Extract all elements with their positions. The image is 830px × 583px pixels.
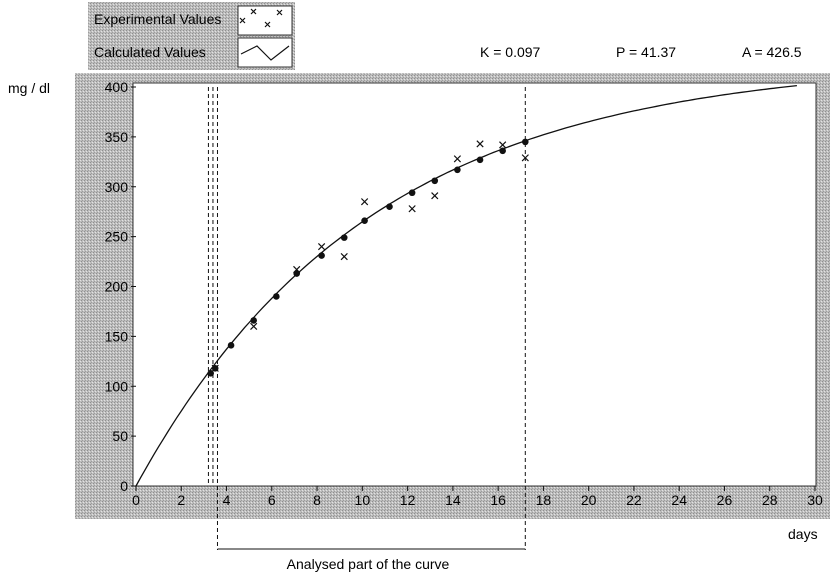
calculated-values-curve <box>135 84 797 487</box>
y-tick-label: 150 <box>105 328 129 344</box>
legend-swatch-experimental <box>237 5 293 36</box>
experimental-value-point <box>521 154 529 162</box>
legend-label-calculated: Calculated Values <box>94 44 206 60</box>
y-tick-label: 300 <box>105 179 129 195</box>
parameter-a: A = 426.5 <box>742 44 802 60</box>
x-tick-label: 8 <box>313 492 321 508</box>
experimental-value-point <box>499 141 507 149</box>
calculated-value-point <box>361 217 368 224</box>
legend: Experimental Values Calculated Values <box>94 5 293 68</box>
calculated-value-point <box>431 177 439 185</box>
parameter-p: P = 41.37 <box>616 44 676 60</box>
y-tick-label: 350 <box>105 129 129 145</box>
calculated-value-point <box>476 156 484 164</box>
x-axis-label: days <box>788 526 818 542</box>
experimental-value-point <box>317 242 326 251</box>
x-tick-label: 22 <box>626 492 642 508</box>
y-tick-label: 0 <box>120 478 128 494</box>
calculated-value-point <box>521 138 529 146</box>
y-tick-label: 250 <box>105 229 129 245</box>
calculated-value-point <box>499 147 506 155</box>
calculated-value-point <box>207 369 214 377</box>
y-axis-label: mg / dl <box>8 80 50 96</box>
experimental-value-point <box>250 322 258 331</box>
x-tick-label: 0 <box>132 492 140 508</box>
x-tick-label: 20 <box>581 492 597 508</box>
y-tick-label: 400 <box>105 79 129 95</box>
parameter-k: K = 0.097 <box>480 44 541 60</box>
analysis-range-label: Analysed part of the curve <box>287 556 450 572</box>
y-tick-label: 100 <box>105 378 129 394</box>
series-layer <box>135 84 797 487</box>
legend-cross-markers <box>239 8 283 28</box>
calculated-value-point <box>273 293 280 300</box>
x-tick-label: 26 <box>717 492 733 508</box>
x-tick-label: 14 <box>445 492 461 508</box>
experimental-value-point <box>476 140 484 148</box>
experimental-value-point <box>340 252 348 261</box>
calculated-value-point <box>408 189 416 197</box>
calculated-value-point <box>293 270 300 277</box>
experimental-value-point <box>453 155 462 163</box>
x-tick-label: 2 <box>177 492 185 508</box>
calculated-value-point <box>386 203 393 210</box>
calculated-value-point <box>227 342 235 349</box>
legend-swatch-calculated <box>237 37 293 68</box>
y-tick-label: 200 <box>105 279 129 295</box>
legend-label-experimental: Experimental Values <box>94 11 221 27</box>
x-tick-label: 30 <box>807 492 823 508</box>
experimental-value-point <box>408 205 416 213</box>
experimental-value-point <box>431 192 439 200</box>
calculated-value-point <box>318 252 325 259</box>
calculated-value-point <box>340 234 348 241</box>
x-tick-label: 6 <box>268 492 276 508</box>
x-tick-label: 18 <box>536 492 552 508</box>
calculated-value-point <box>250 317 257 324</box>
x-tick-label: 16 <box>490 492 506 508</box>
y-tick-label: 50 <box>112 428 128 444</box>
x-tick-label: 4 <box>223 492 231 508</box>
analysis-range-bracket <box>216 486 526 550</box>
x-tick-label: 10 <box>355 492 371 508</box>
calculated-value-point <box>454 166 461 174</box>
calculated-value-point <box>211 364 219 372</box>
x-tick-label: 24 <box>671 492 687 508</box>
x-tick-label: 12 <box>400 492 416 508</box>
vertical-guide-lines <box>207 87 526 486</box>
plot-area <box>132 82 817 487</box>
x-tick-label: 28 <box>762 492 778 508</box>
legend-line-marker <box>240 45 290 61</box>
experimental-value-point <box>360 198 369 206</box>
